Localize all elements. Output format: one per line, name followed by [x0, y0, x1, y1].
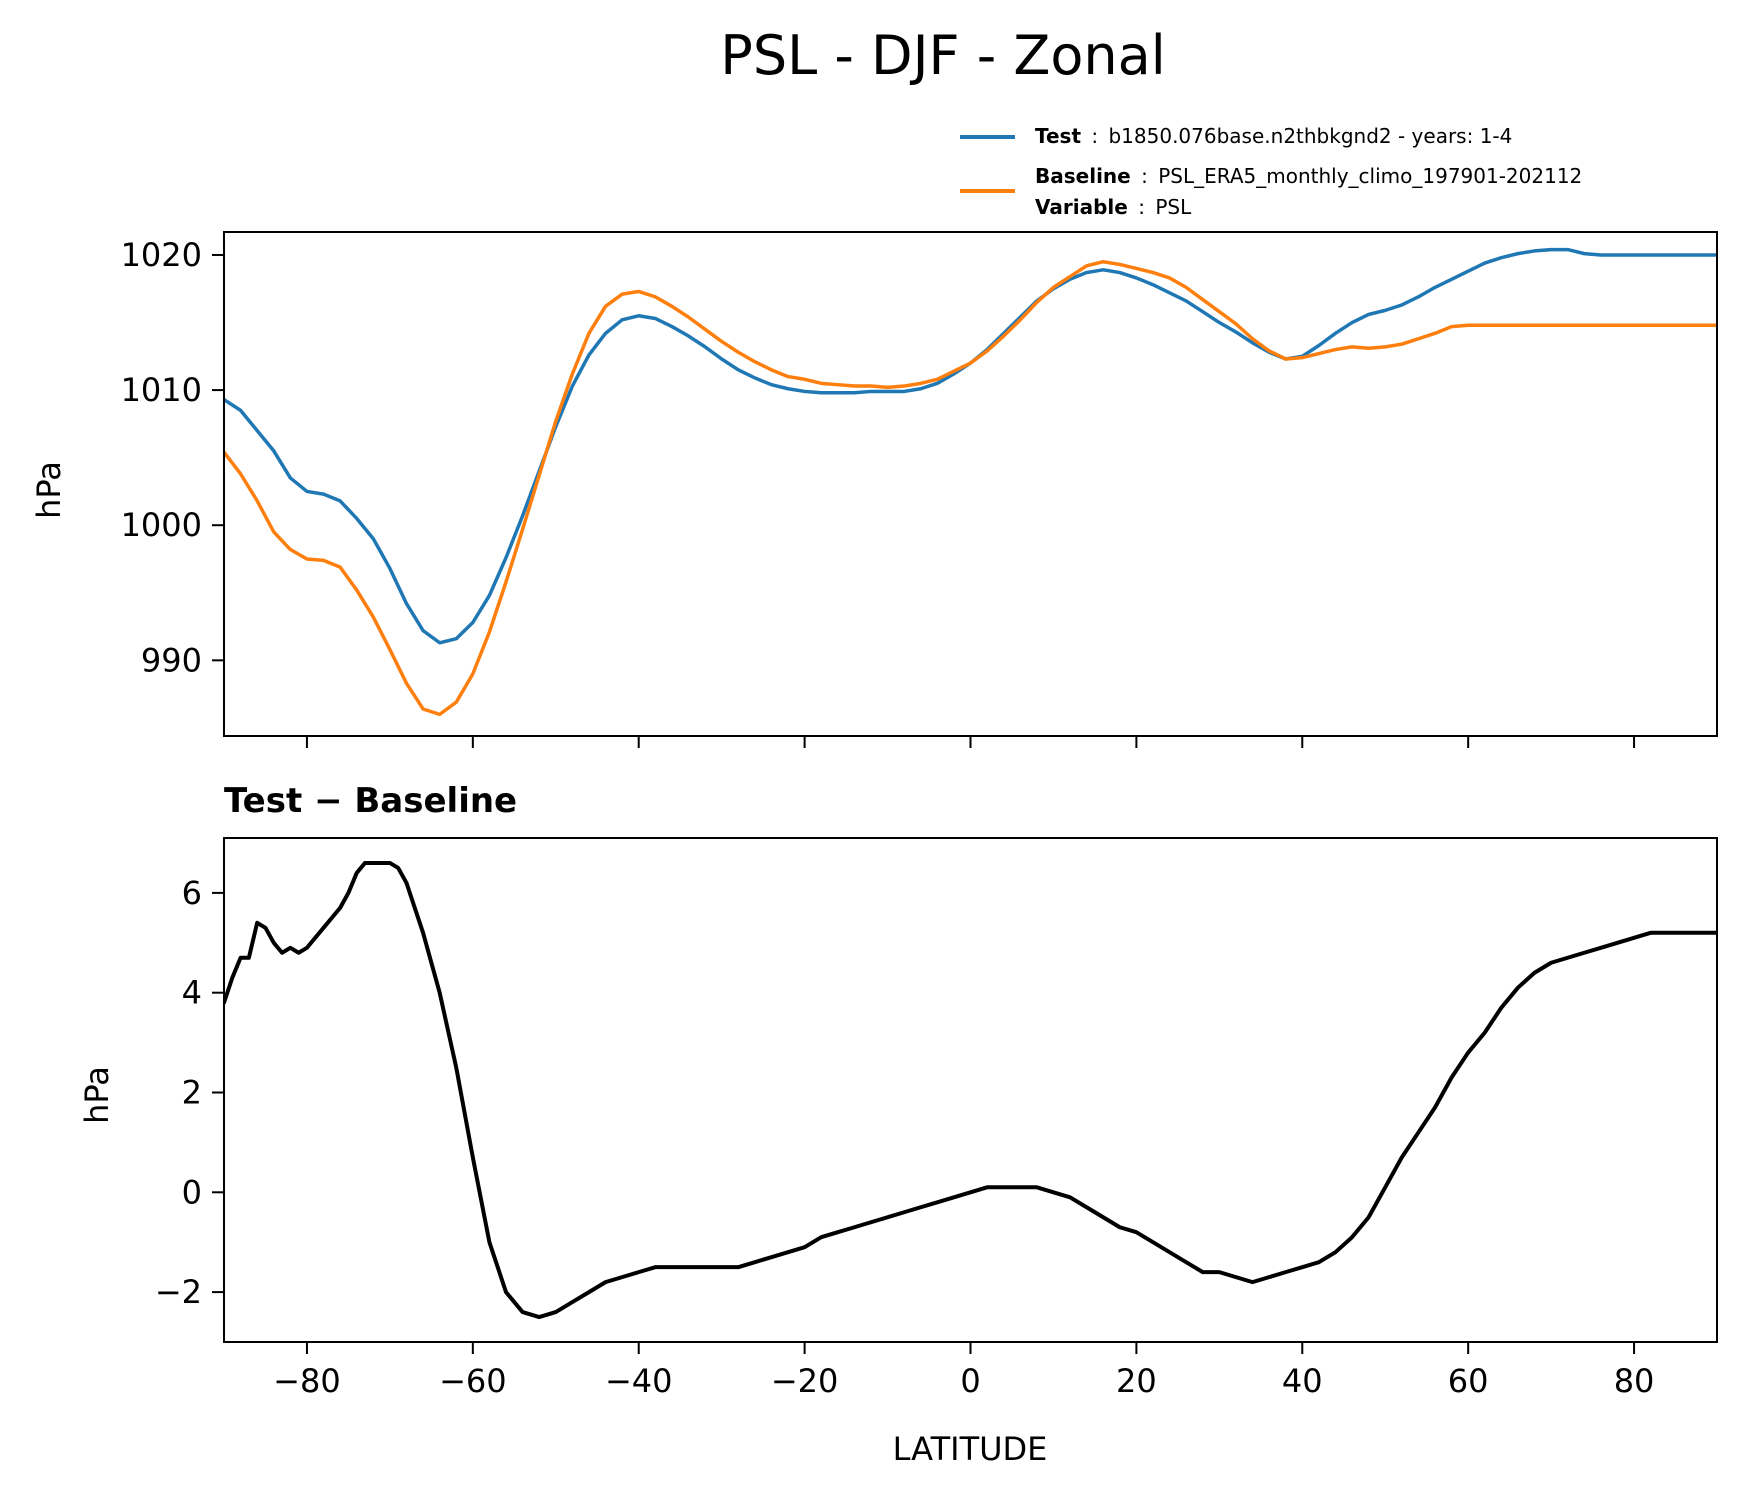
legend-baseline-sep: :: [1141, 164, 1148, 188]
bottom-y-tick-label: −2: [155, 1273, 202, 1311]
top-panel-ylabel: hPa: [30, 461, 68, 519]
legend-variable-entry: Variable : PSL: [1035, 195, 1192, 219]
legend-test-key: Test: [1035, 124, 1081, 148]
legend-baseline-key: Baseline: [1035, 164, 1131, 188]
bottom-panel-xlabel: LATITUDE: [893, 1430, 1048, 1468]
bottom-panel-series: [224, 860, 1717, 1320]
bottom-x-tick-label: 80: [1614, 1362, 1655, 1400]
legend-variable-sep: :: [1138, 195, 1145, 219]
bottom-y-tick-label: 4: [182, 974, 202, 1012]
top-y-tick-label: 1020: [121, 236, 202, 274]
legend: Test : b1850.076base.n2thbkgnd2 - years:…: [960, 124, 1582, 219]
bottom-panel-x-ticks: −80 −60 −40 −20 0 20 40 60 80: [273, 1342, 1654, 1400]
bottom-x-tick-label: −20: [771, 1362, 839, 1400]
bottom-x-tick-label: 40: [1282, 1362, 1323, 1400]
legend-variable-value: PSL: [1155, 195, 1192, 219]
top-y-tick-label: 1000: [121, 506, 202, 544]
bottom-x-tick-label: 0: [960, 1362, 980, 1400]
bottom-series-difference-line: [224, 860, 1717, 1320]
top-panel-y-ticks: 990 1000 1010 1020: [121, 236, 224, 679]
bottom-panel-title: Test − Baseline: [224, 781, 517, 821]
legend-test-value: b1850.076base.n2thbkgnd2 - years: 1-4: [1108, 124, 1512, 148]
bottom-y-tick-label: 2: [182, 1073, 202, 1111]
figure-title: PSL - DJF - Zonal: [720, 24, 1165, 87]
bottom-panel-ylabel: hPa: [78, 1066, 116, 1124]
bottom-x-tick-label: −40: [605, 1362, 673, 1400]
top-y-tick-label: 990: [141, 641, 202, 679]
bottom-x-tick-label: −80: [273, 1362, 341, 1400]
bottom-y-tick-label: 0: [182, 1173, 202, 1211]
top-panel: 990 1000 1010 1020 hPa: [30, 231, 1718, 748]
bottom-panel-y-ticks: −2 0 2 4 6: [155, 874, 224, 1311]
top-panel-series: [224, 247, 1717, 717]
bottom-x-tick-label: −60: [439, 1362, 507, 1400]
legend-test-sep: :: [1091, 124, 1098, 148]
bottom-panel: Test − Baseline −80 −60 −40 −20 0 20 40 60 80 −2…: [78, 781, 1718, 1468]
legend-test-entry: Test : b1850.076base.n2thbkgnd2 - years:…: [1035, 124, 1512, 148]
bottom-y-tick-label: 6: [182, 874, 202, 912]
legend-variable-key: Variable: [1035, 195, 1128, 219]
legend-baseline-entry: Baseline : PSL_ERA5_monthly_climo_197901…: [1035, 164, 1582, 188]
bottom-x-tick-label: 60: [1448, 1362, 1489, 1400]
top-series-baseline-line: [224, 259, 1717, 717]
top-y-tick-label: 1010: [121, 371, 202, 409]
legend-baseline-value: PSL_ERA5_monthly_climo_197901-202112: [1158, 164, 1582, 188]
bottom-x-tick-label: 20: [1116, 1362, 1157, 1400]
top-panel-x-ticks: [305, 736, 1636, 748]
